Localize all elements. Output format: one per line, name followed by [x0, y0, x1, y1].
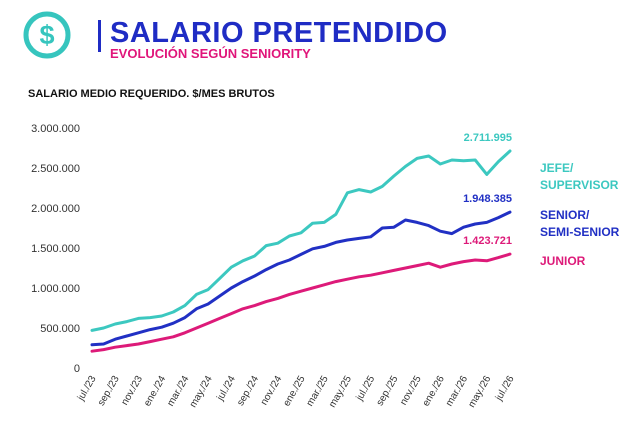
- title-divider: [98, 20, 101, 52]
- series-end-label: 1.948.385: [463, 193, 512, 205]
- x-tick-label: sep./25: [375, 374, 401, 408]
- x-tick-label: jul./23: [75, 374, 99, 404]
- legend-item: SENIOR/SEMI-SENIOR: [540, 207, 619, 241]
- legend-label: SENIOR/: [540, 208, 590, 222]
- series-end-label: 2.711.995: [464, 132, 512, 144]
- x-tick-label: may./25: [327, 374, 354, 410]
- header: $ SALARIO PRETENDIDO EVOLUCIÓN SEGÚN SEN…: [22, 10, 622, 62]
- x-tick-label: sep./24: [235, 374, 261, 408]
- x-tick-label: may./26: [466, 374, 493, 410]
- x-tick-label: jul./26: [493, 374, 517, 404]
- y-tick-label: 500.000: [40, 323, 80, 335]
- y-tick-label: 1.500.000: [31, 243, 80, 255]
- page-subtitle: EVOLUCIÓN SEGÚN SENIORITY: [110, 46, 311, 61]
- dollar-circle-icon: $: [23, 11, 71, 59]
- series-line: [90, 252, 512, 353]
- y-tick-label: 0: [74, 363, 80, 375]
- y-tick-label: 3.000.000: [31, 123, 80, 135]
- legend-item: JEFE/SUPERVISOR: [540, 160, 618, 194]
- legend-label: JEFE/: [540, 161, 574, 175]
- chart-title: SALARIO MEDIO REQUERIDO. $/MES BRUTOS: [28, 88, 275, 100]
- y-tick-label: 2.000.000: [31, 203, 80, 215]
- series-end-label: 1.423.721: [463, 235, 512, 247]
- x-tick-label: jul./25: [354, 374, 378, 404]
- x-tick-label: sep./23: [96, 374, 122, 408]
- series-line: [90, 149, 512, 332]
- page-title: SALARIO PRETENDIDO: [110, 17, 448, 49]
- series-line: [90, 210, 512, 347]
- y-tick-label: 1.000.000: [31, 283, 80, 295]
- svg-text:$: $: [39, 20, 54, 50]
- legend-label: SUPERVISOR: [540, 178, 619, 192]
- y-tick-label: 2.500.000: [31, 163, 80, 175]
- x-tick-label: jul./24: [215, 374, 239, 404]
- legend-label: SEMI-SENIOR: [540, 225, 620, 239]
- legend-item: JUNIOR: [540, 253, 585, 270]
- legend-label: JUNIOR: [540, 254, 586, 268]
- x-tick-label: may./24: [188, 374, 215, 410]
